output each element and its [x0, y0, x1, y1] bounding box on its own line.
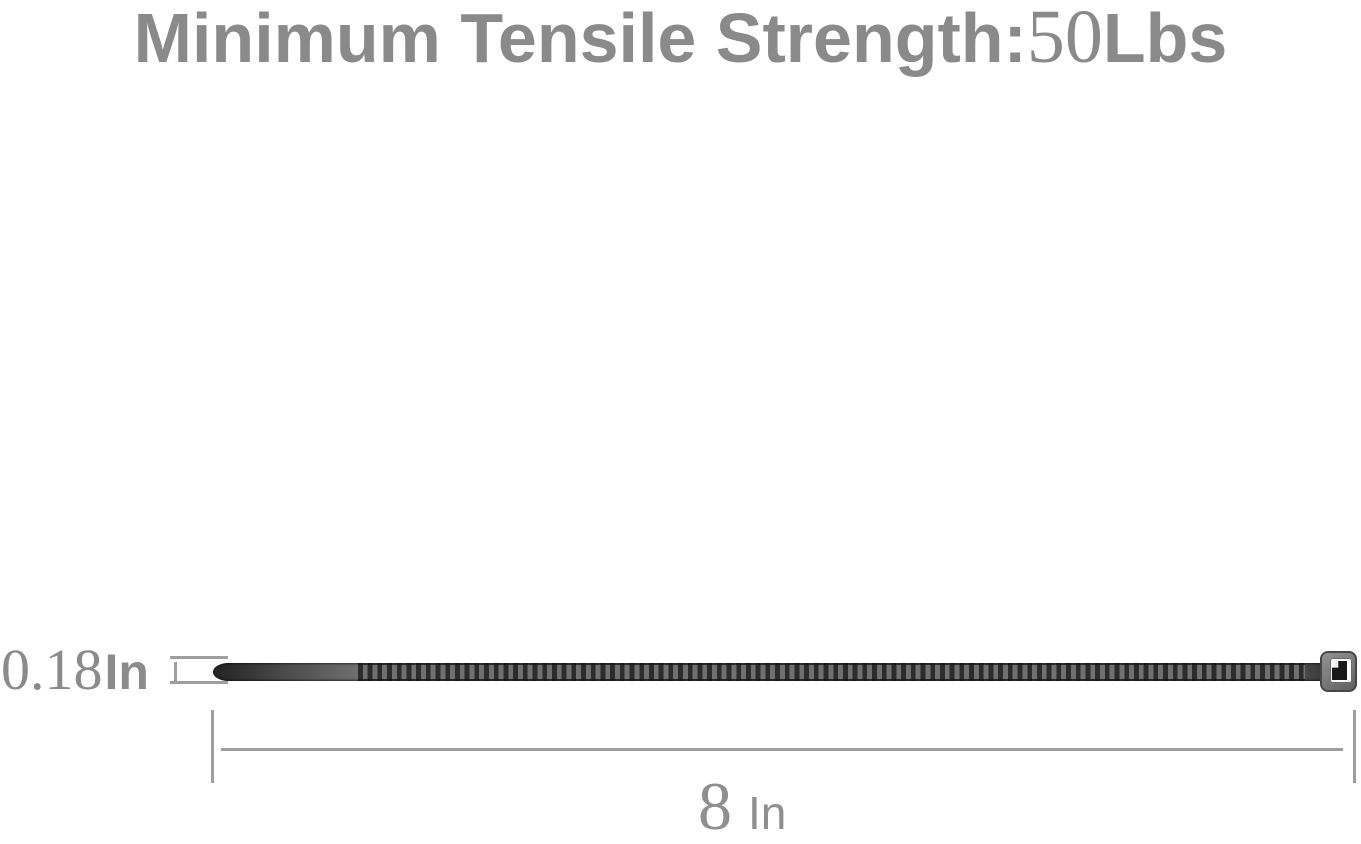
title-value: 50 [1026, 0, 1103, 79]
page-title: Minimum Tensile Strength:50Lbs [0, 0, 1361, 81]
title-unit: Lbs [1102, 0, 1228, 77]
length-dim-right-tick [1353, 710, 1356, 783]
length-value: 8 [698, 768, 732, 844]
width-bracket-tick [174, 662, 177, 681]
cable-tie-head [1320, 651, 1357, 692]
length-dimension-label: 8 In [698, 772, 786, 840]
width-dimension-label: 0.18 In [1, 636, 149, 703]
length-dim-line [221, 748, 1343, 751]
length-unit: In [748, 787, 787, 839]
cable-tie-head-aperture [1330, 658, 1352, 683]
width-value: 0.18 [1, 637, 103, 702]
width-bracket-top-line [170, 656, 228, 659]
length-dim-left-tick [211, 710, 214, 783]
title-text: Minimum Tensile Strength: [133, 0, 1027, 77]
cable-tie-head-pawl [1332, 661, 1347, 680]
width-bracket-bottom-line [170, 681, 228, 684]
cable-tie-image [213, 663, 1322, 681]
width-unit: In [104, 644, 149, 700]
cable-tie-teeth [358, 663, 1305, 681]
